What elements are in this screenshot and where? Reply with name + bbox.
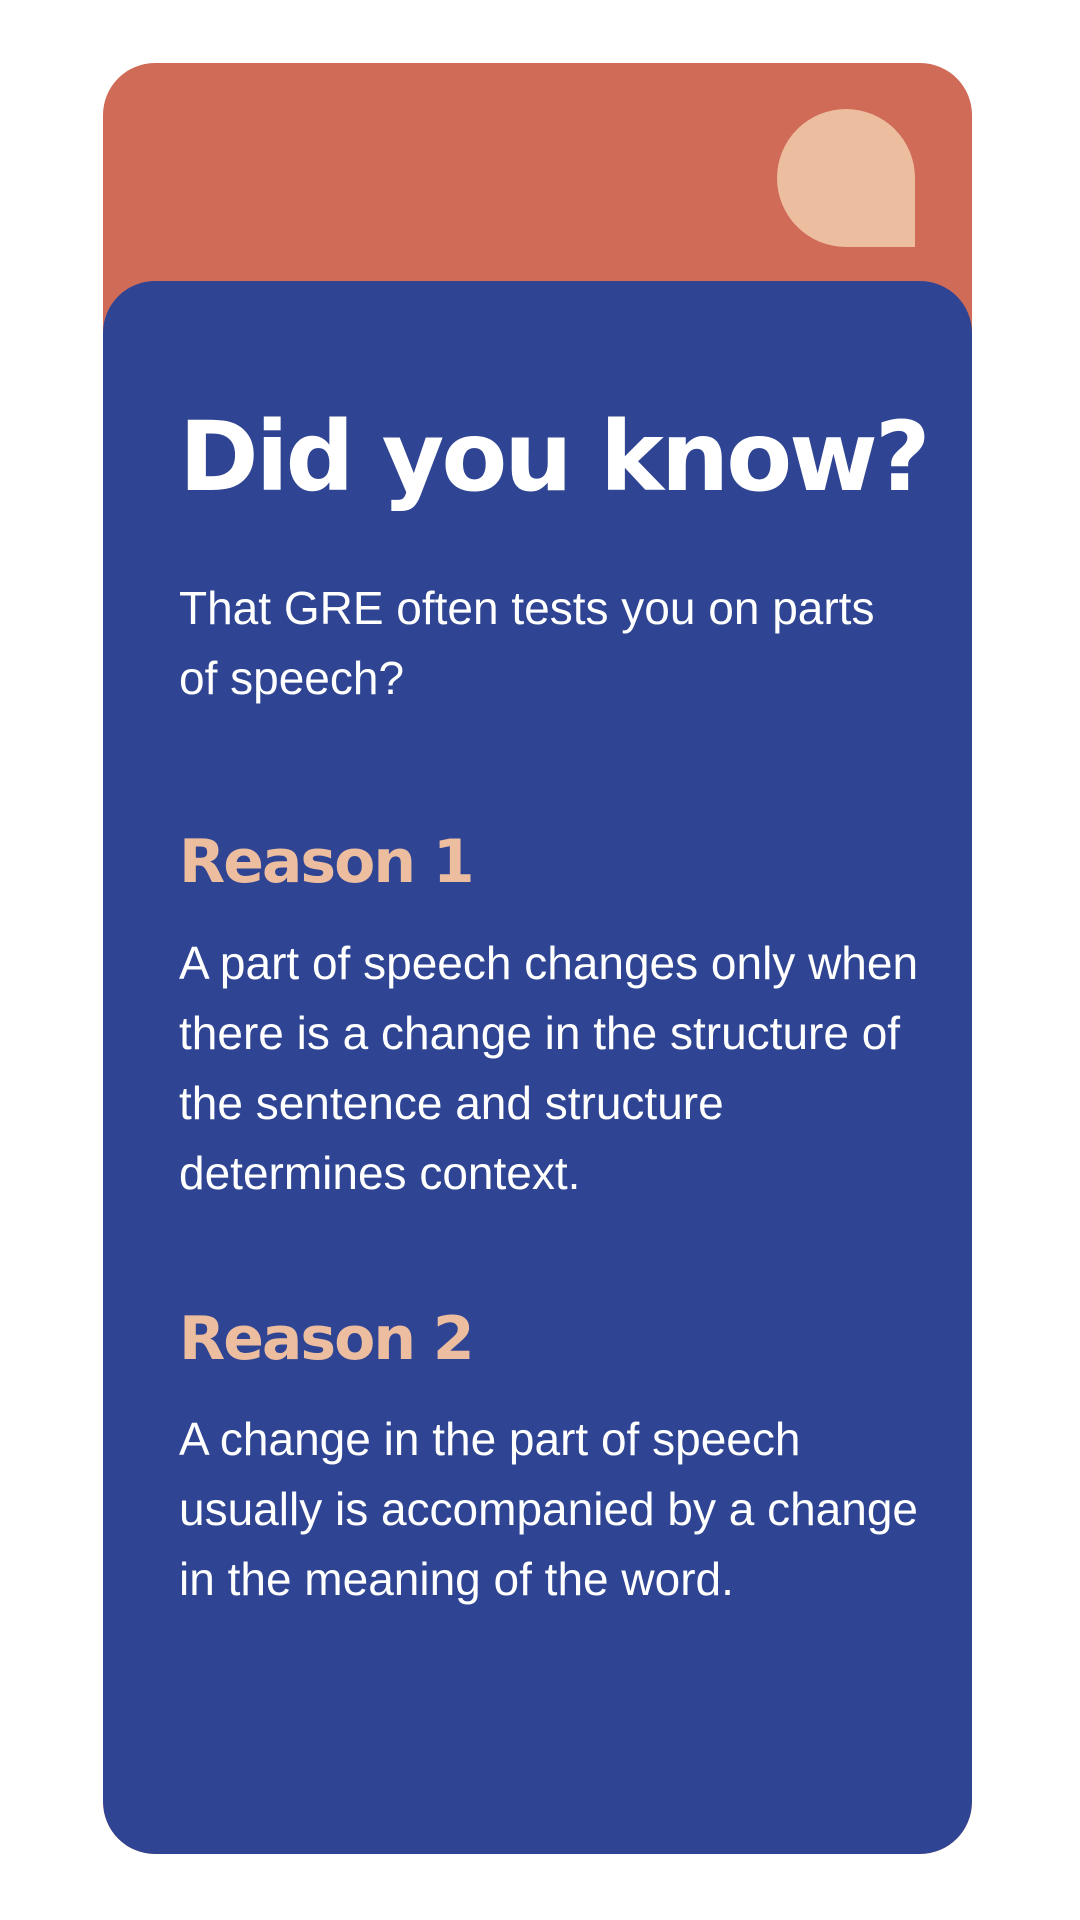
reason-2-body: A change in the part of speech usually i… bbox=[179, 1413, 919, 1605]
card-title: Did you know? bbox=[179, 401, 931, 513]
reason-1-body: A part of speech changes only when there… bbox=[179, 937, 919, 1199]
info-card: Did you know? That GRE often tests you o… bbox=[103, 63, 972, 1854]
decorative-drop-shape bbox=[777, 109, 915, 247]
reason-1-heading: Reason 1 bbox=[179, 827, 475, 897]
content-panel: Did you know? That GRE often tests you o… bbox=[103, 281, 972, 1854]
card-subtitle: That GRE often tests you on parts of spe… bbox=[179, 582, 875, 704]
reason-2-heading: Reason 2 bbox=[179, 1304, 475, 1374]
